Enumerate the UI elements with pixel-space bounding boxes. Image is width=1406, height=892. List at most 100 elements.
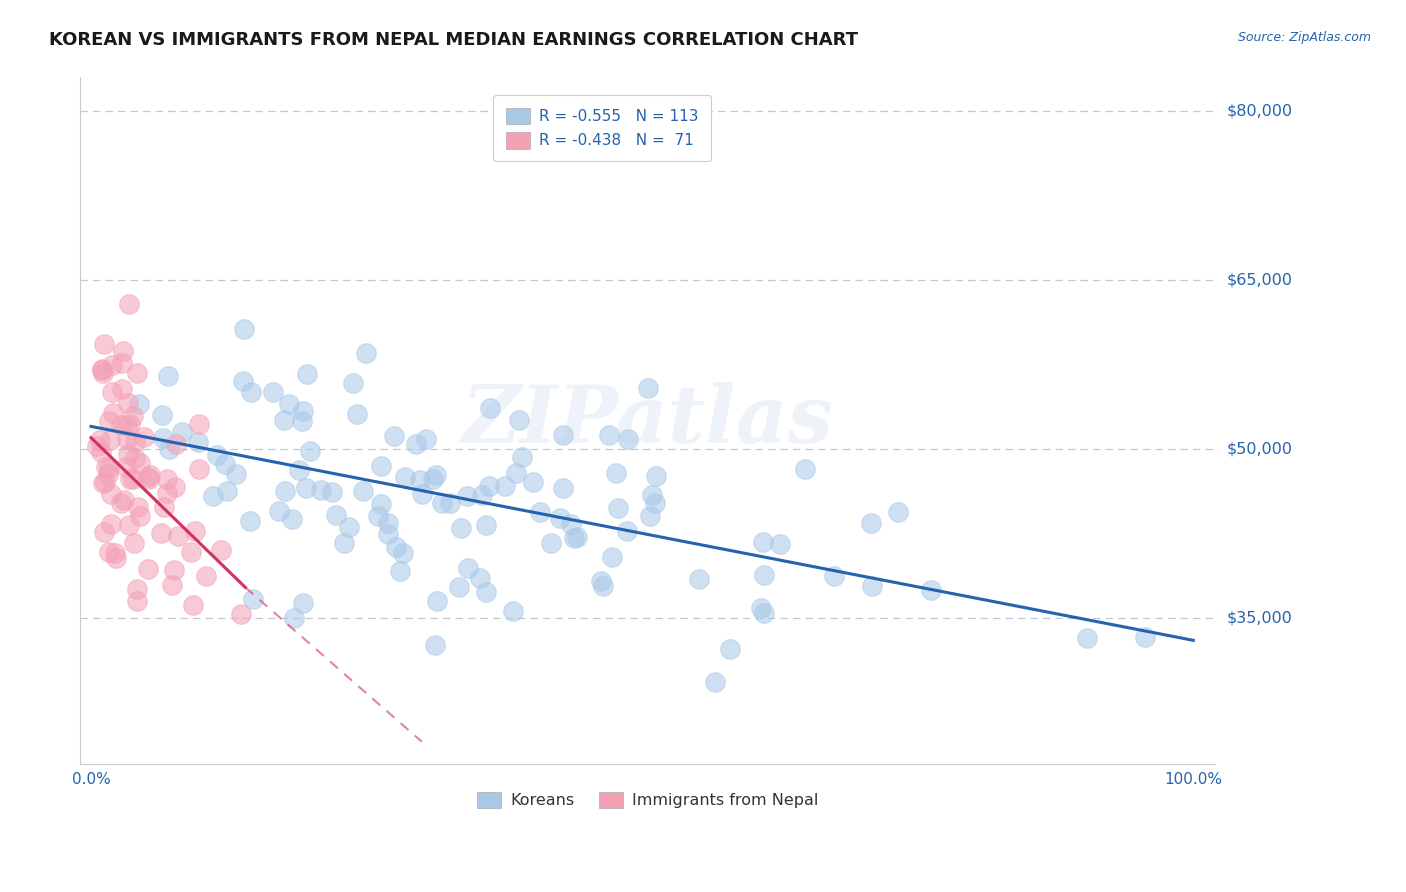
Point — [321, 484, 343, 499]
Point — [103, 546, 125, 560]
Point — [1076, 631, 1098, 645]
Point — [478, 479, 501, 493]
Text: $80,000: $80,000 — [1226, 103, 1292, 119]
Point — [232, 322, 254, 336]
Point — [439, 496, 461, 510]
Point — [112, 493, 135, 508]
Point — [101, 385, 124, 400]
Point — [160, 578, 183, 592]
Point — [602, 550, 624, 565]
Point — [423, 638, 446, 652]
Point — [152, 431, 174, 445]
Point — [97, 467, 120, 481]
Point — [332, 536, 354, 550]
Point — [91, 476, 114, 491]
Point — [125, 594, 148, 608]
Point — [165, 437, 187, 451]
Point — [592, 579, 614, 593]
Point — [155, 472, 177, 486]
Point — [415, 432, 437, 446]
Point — [617, 432, 640, 446]
Text: Source: ZipAtlas.com: Source: ZipAtlas.com — [1237, 31, 1371, 45]
Point — [239, 384, 262, 399]
Point — [180, 545, 202, 559]
Point — [478, 401, 501, 416]
Point — [110, 356, 132, 370]
Point — [187, 435, 209, 450]
Point — [287, 463, 309, 477]
Point — [391, 546, 413, 560]
Point — [354, 346, 377, 360]
Point — [215, 484, 238, 499]
Point — [242, 592, 264, 607]
Point — [457, 560, 479, 574]
Point — [295, 481, 318, 495]
Point — [124, 435, 146, 450]
Point — [529, 505, 551, 519]
Point — [616, 524, 638, 539]
Point — [794, 462, 817, 476]
Point — [128, 509, 150, 524]
Point — [104, 551, 127, 566]
Point — [342, 376, 364, 390]
Point — [540, 536, 562, 550]
Point — [97, 545, 120, 559]
Point — [134, 429, 156, 443]
Point — [704, 675, 727, 690]
Point — [262, 385, 284, 400]
Point — [388, 564, 411, 578]
Point — [291, 404, 314, 418]
Point — [422, 472, 444, 486]
Point — [229, 607, 252, 621]
Point — [920, 582, 942, 597]
Point — [352, 483, 374, 498]
Point — [638, 508, 661, 523]
Point — [138, 471, 160, 485]
Text: KOREAN VS IMMIGRANTS FROM NEPAL MEDIAN EARNINGS CORRELATION CHART: KOREAN VS IMMIGRANTS FROM NEPAL MEDIAN E… — [49, 31, 858, 49]
Text: $35,000: $35,000 — [1226, 610, 1292, 625]
Point — [606, 500, 628, 515]
Point — [299, 443, 322, 458]
Point — [163, 480, 186, 494]
Point — [475, 517, 498, 532]
Point — [367, 509, 389, 524]
Point — [273, 413, 295, 427]
Point — [103, 406, 125, 420]
Point — [214, 457, 236, 471]
Point — [425, 467, 447, 482]
Point — [122, 472, 145, 486]
Point — [163, 564, 186, 578]
Point — [471, 488, 494, 502]
Point — [508, 413, 530, 427]
Point — [564, 531, 586, 545]
Point — [138, 562, 160, 576]
Point — [560, 517, 582, 532]
Point — [205, 449, 228, 463]
Point — [769, 537, 792, 551]
Point — [292, 596, 315, 610]
Legend: Koreans, Immigrants from Nepal: Koreans, Immigrants from Nepal — [471, 785, 825, 814]
Point — [886, 504, 908, 518]
Point — [125, 366, 148, 380]
Point — [110, 496, 132, 510]
Point — [823, 569, 845, 583]
Point — [641, 488, 664, 502]
Point — [475, 585, 498, 599]
Point — [749, 600, 772, 615]
Point — [637, 380, 659, 394]
Point — [90, 445, 112, 459]
Point — [93, 525, 115, 540]
Point — [754, 567, 776, 582]
Point — [370, 458, 392, 473]
Point — [405, 436, 427, 450]
Point — [100, 516, 122, 531]
Point — [94, 475, 117, 489]
Point — [93, 337, 115, 351]
Point — [117, 447, 139, 461]
Point — [470, 571, 492, 585]
Point — [91, 367, 114, 381]
Point — [136, 470, 159, 484]
Point — [118, 417, 141, 431]
Point — [86, 439, 108, 453]
Point — [115, 419, 138, 434]
